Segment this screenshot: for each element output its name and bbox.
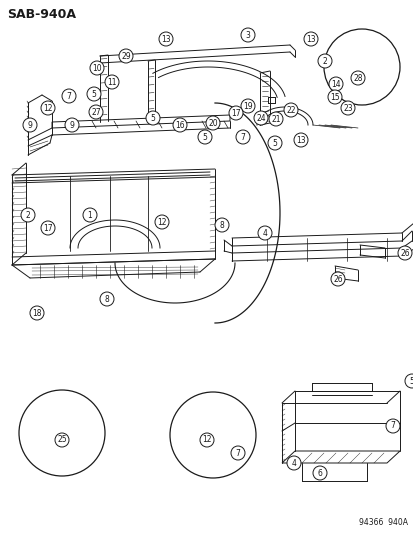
Circle shape [286, 456, 300, 470]
Text: 21: 21 [271, 115, 280, 124]
Circle shape [228, 106, 242, 120]
Text: 26: 26 [399, 248, 409, 257]
Circle shape [312, 466, 326, 480]
Text: 16: 16 [175, 120, 184, 130]
Circle shape [268, 112, 282, 126]
Circle shape [89, 105, 103, 119]
Circle shape [159, 32, 173, 46]
Text: 17: 17 [43, 223, 53, 232]
Text: 26: 26 [332, 274, 342, 284]
Text: 5: 5 [91, 90, 96, 99]
Text: 7: 7 [235, 448, 240, 457]
Text: 12: 12 [202, 435, 211, 445]
Circle shape [235, 130, 249, 144]
Circle shape [283, 103, 297, 117]
Text: 20: 20 [208, 118, 217, 127]
Text: 3: 3 [245, 30, 250, 39]
Circle shape [87, 87, 101, 101]
Text: 4: 4 [262, 229, 267, 238]
Text: 8: 8 [104, 295, 109, 303]
Circle shape [340, 101, 354, 115]
Circle shape [65, 118, 79, 132]
Text: 12: 12 [157, 217, 166, 227]
Text: 7: 7 [66, 92, 71, 101]
Text: 6: 6 [317, 469, 322, 478]
Text: 23: 23 [342, 103, 352, 112]
Text: 12: 12 [43, 103, 52, 112]
Circle shape [100, 292, 114, 306]
Circle shape [254, 111, 267, 125]
Circle shape [90, 61, 104, 75]
Text: 28: 28 [352, 74, 362, 83]
Circle shape [199, 433, 214, 447]
Circle shape [55, 433, 69, 447]
Circle shape [62, 89, 76, 103]
Text: 13: 13 [161, 35, 171, 44]
Circle shape [19, 390, 105, 476]
Circle shape [317, 54, 331, 68]
Text: 24: 24 [256, 114, 265, 123]
Circle shape [350, 71, 364, 85]
Text: 15: 15 [330, 93, 339, 101]
Circle shape [214, 218, 228, 232]
Circle shape [170, 392, 255, 478]
Text: 25: 25 [57, 435, 66, 445]
Text: 27: 27 [91, 108, 101, 117]
Text: 8: 8 [219, 221, 224, 230]
Text: 5: 5 [202, 133, 207, 141]
Text: 5: 5 [272, 139, 277, 148]
Text: 11: 11 [107, 77, 116, 86]
Circle shape [154, 215, 169, 229]
Circle shape [385, 419, 399, 433]
Text: 18: 18 [32, 309, 42, 318]
Circle shape [257, 226, 271, 240]
Circle shape [41, 221, 55, 235]
Circle shape [330, 272, 344, 286]
Circle shape [30, 306, 44, 320]
Text: 14: 14 [330, 79, 340, 88]
Text: 13: 13 [306, 35, 315, 44]
Text: 7: 7 [389, 422, 394, 431]
Circle shape [327, 90, 341, 104]
Circle shape [119, 49, 133, 63]
Circle shape [328, 77, 342, 91]
Text: SAB-940A: SAB-940A [7, 8, 76, 21]
Circle shape [41, 101, 55, 115]
Circle shape [173, 118, 187, 132]
Circle shape [21, 208, 35, 222]
Circle shape [83, 208, 97, 222]
Circle shape [146, 111, 159, 125]
Circle shape [293, 133, 307, 147]
Text: 9: 9 [28, 120, 32, 130]
Text: 13: 13 [295, 135, 305, 144]
Text: 1: 1 [88, 211, 92, 220]
Text: 9: 9 [69, 120, 74, 130]
Text: 5: 5 [408, 376, 413, 385]
Text: 10: 10 [92, 63, 102, 72]
Circle shape [105, 75, 119, 89]
Text: 94366  940A: 94366 940A [358, 518, 407, 527]
Circle shape [404, 374, 413, 388]
Circle shape [240, 99, 254, 113]
Circle shape [23, 118, 37, 132]
Circle shape [197, 130, 211, 144]
Text: 7: 7 [240, 133, 245, 141]
Text: 4: 4 [291, 458, 296, 467]
Text: 2: 2 [322, 56, 327, 66]
Text: 17: 17 [230, 109, 240, 117]
Circle shape [397, 246, 411, 260]
Circle shape [303, 32, 317, 46]
Text: 19: 19 [242, 101, 252, 110]
Circle shape [240, 28, 254, 42]
Text: 22: 22 [285, 106, 295, 115]
Circle shape [206, 116, 219, 130]
Text: 2: 2 [26, 211, 30, 220]
Circle shape [323, 29, 399, 105]
Circle shape [267, 136, 281, 150]
Circle shape [230, 446, 244, 460]
Text: 5: 5 [150, 114, 155, 123]
Text: 29: 29 [121, 52, 131, 61]
